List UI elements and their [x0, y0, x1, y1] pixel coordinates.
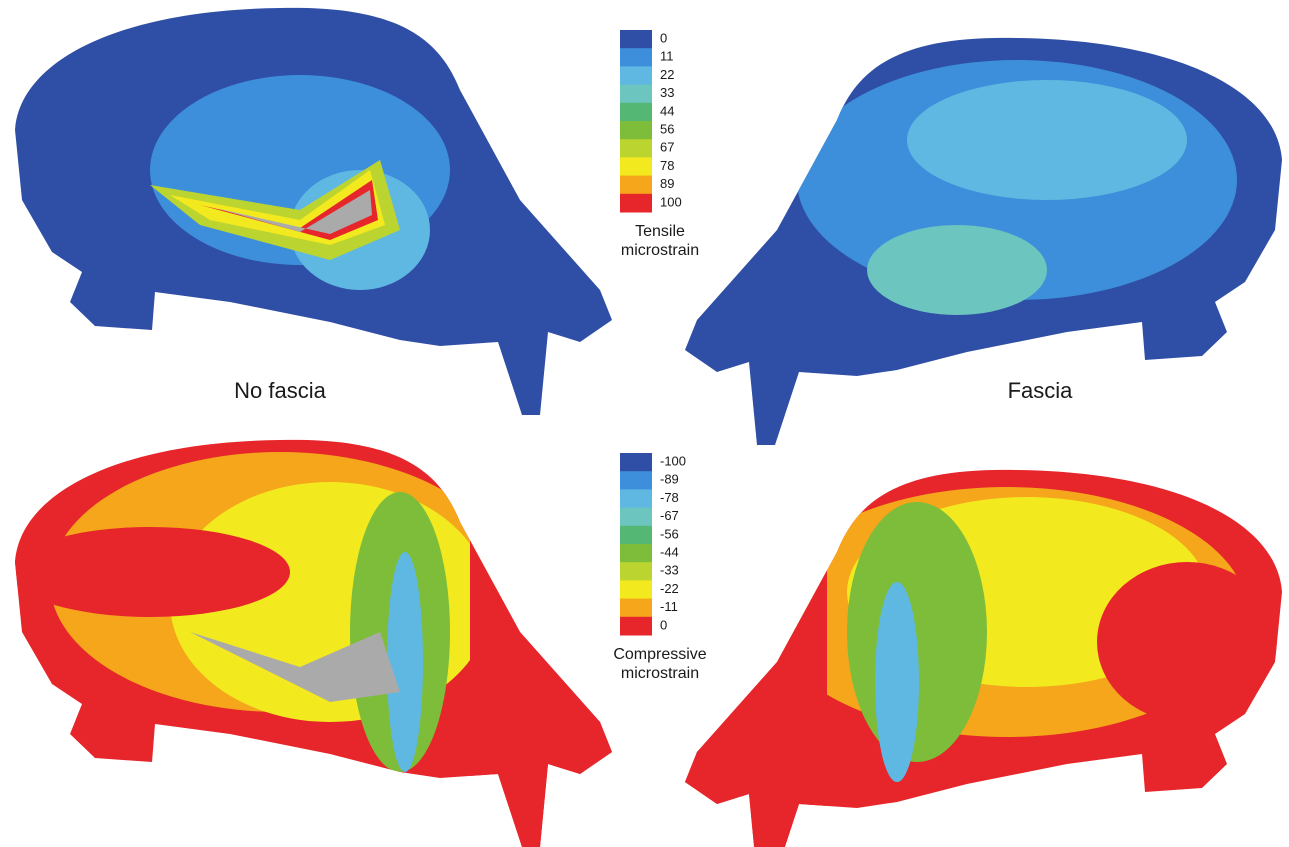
legend-label: -89 [660, 472, 679, 487]
skull-tensile-fascia [685, 38, 1282, 445]
skull-compressive-no-fascia [10, 432, 670, 847]
legend-swatch [620, 30, 652, 49]
legend-swatch [620, 580, 652, 599]
legend-label: 67 [660, 140, 674, 155]
legend-label: -44 [660, 545, 679, 560]
legend-swatch [620, 562, 652, 581]
legend-swatch [620, 544, 652, 563]
legend-label: 11 [660, 49, 674, 64]
strain-region [10, 527, 290, 617]
legend-label: 100 [660, 194, 682, 209]
legend-label: -33 [660, 563, 679, 578]
legend-swatch [620, 526, 652, 545]
legend-swatch [620, 85, 652, 104]
legend-swatch [620, 617, 652, 636]
legend-swatch [620, 157, 652, 176]
legend-label: 56 [660, 122, 674, 137]
strain-region [1097, 562, 1277, 722]
legend-label: 33 [660, 85, 674, 100]
skull-tensile-no-fascia [15, 8, 612, 415]
legend-label: 0 [660, 617, 667, 632]
legend-title: Tensile [635, 223, 685, 240]
legend-label: -11 [660, 599, 678, 614]
legend-label: 0 [660, 31, 667, 46]
legend-swatch [620, 121, 652, 140]
legend-swatch [620, 66, 652, 85]
legend-label: 78 [660, 158, 674, 173]
legend-label: 22 [660, 67, 674, 82]
panel-label: Fascia [1008, 378, 1074, 403]
legend-label: -78 [660, 490, 679, 505]
legend-label: -56 [660, 526, 679, 541]
strain-region [907, 80, 1187, 200]
skull-compressive-fascia [627, 462, 1282, 847]
legend-title: microstrain [621, 242, 699, 259]
figure: No fascia Fascia 0 11 22 33 44 56 67 78 89 100 Ten… [0, 0, 1289, 847]
legend-swatch [620, 103, 652, 122]
legend-swatch [620, 139, 652, 158]
legend-swatch [620, 471, 652, 490]
panel-label: No fascia [234, 378, 326, 403]
legend-swatch [620, 176, 652, 195]
legend-title: Compressive [613, 646, 706, 663]
strain-region [875, 582, 919, 782]
strain-region [867, 225, 1047, 315]
legend-label: 44 [660, 103, 674, 118]
legend-swatch [620, 508, 652, 527]
legend-title: microstrain [621, 665, 699, 682]
legend-swatch [620, 489, 652, 508]
legend-swatch [620, 599, 652, 618]
legend-label: -67 [660, 508, 679, 523]
legend-swatch [620, 194, 652, 213]
legend-label: 89 [660, 176, 674, 191]
legend-swatch [620, 453, 652, 472]
legend-label: -100 [660, 454, 686, 469]
legend-swatch [620, 48, 652, 67]
strain-region [387, 552, 423, 772]
legend-label: -22 [660, 581, 679, 596]
